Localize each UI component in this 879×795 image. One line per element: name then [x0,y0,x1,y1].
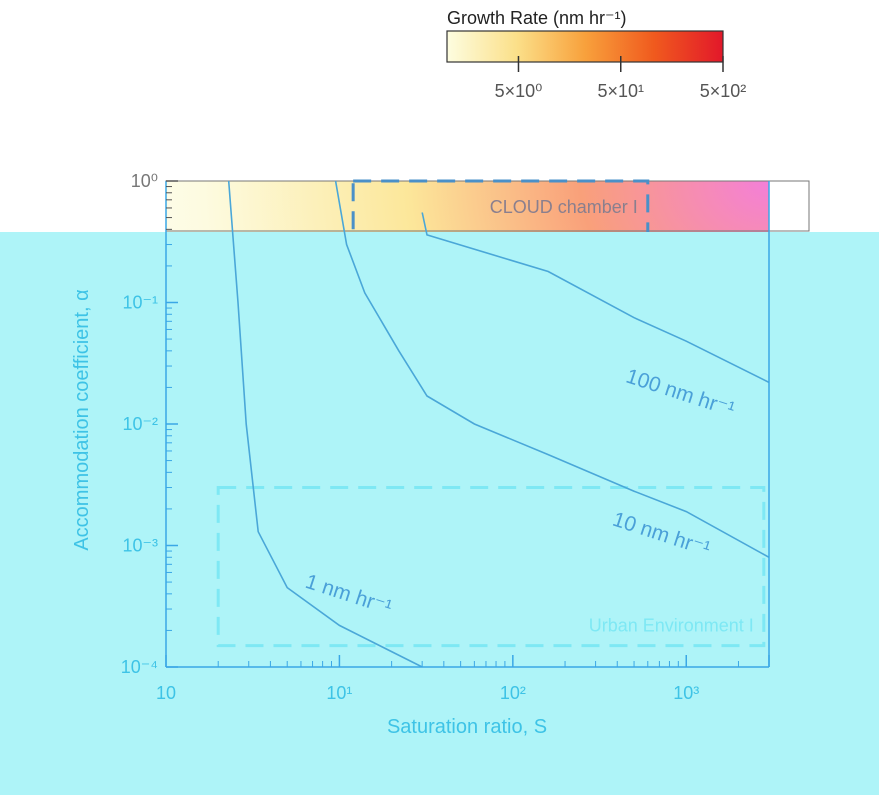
region-label: Urban Environment I [589,616,754,636]
y-tick-label: 10⁻³ [122,536,158,556]
colorbar-tick-label: 5×10¹ [597,81,644,101]
contour-line [421,212,769,384]
x-tick-label: 10 [156,683,176,703]
contour-label: 100 nm hr⁻¹ [623,365,737,422]
plot-foreground: Urban Environment I 1 nm hr⁻¹ 10 nm hr⁻¹ 10… [121,171,770,703]
region-box [216,486,766,648]
colorbar-bar [446,30,724,63]
y-tick-label: 10⁰ [131,171,158,191]
y-axis-title: Accommodation coefficient, α [71,289,93,550]
y-tick-label: 10⁻¹ [122,293,158,313]
contour-label: 1 nm hr⁻¹ [303,570,395,619]
x-axis-title: Saturation ratio, S [387,716,547,738]
cyan-overlay [0,232,879,795]
y-tick-label: 10⁻² [122,414,158,434]
x-tick-label: 10¹ [326,683,352,703]
contour-label: 10 nm hr⁻¹ [610,508,713,561]
contour-line [334,181,769,559]
y-tick-label: 10⁻⁴ [121,657,158,677]
contour-line [227,181,423,667]
x-tick-label: 10² [500,683,526,703]
x-tick-label: 10³ [673,683,699,703]
colorbar-tick-label: 5×10⁰ [495,81,543,101]
colorbar: Growth Rate (nm hr⁻¹) 5×10⁰ 5×10¹ 5×10² [446,8,747,101]
colorbar-tick-label: 5×10² [700,81,747,101]
colorbar-title: Growth Rate (nm hr⁻¹) [447,8,627,28]
region-label: CLOUD chamber I [490,197,638,217]
